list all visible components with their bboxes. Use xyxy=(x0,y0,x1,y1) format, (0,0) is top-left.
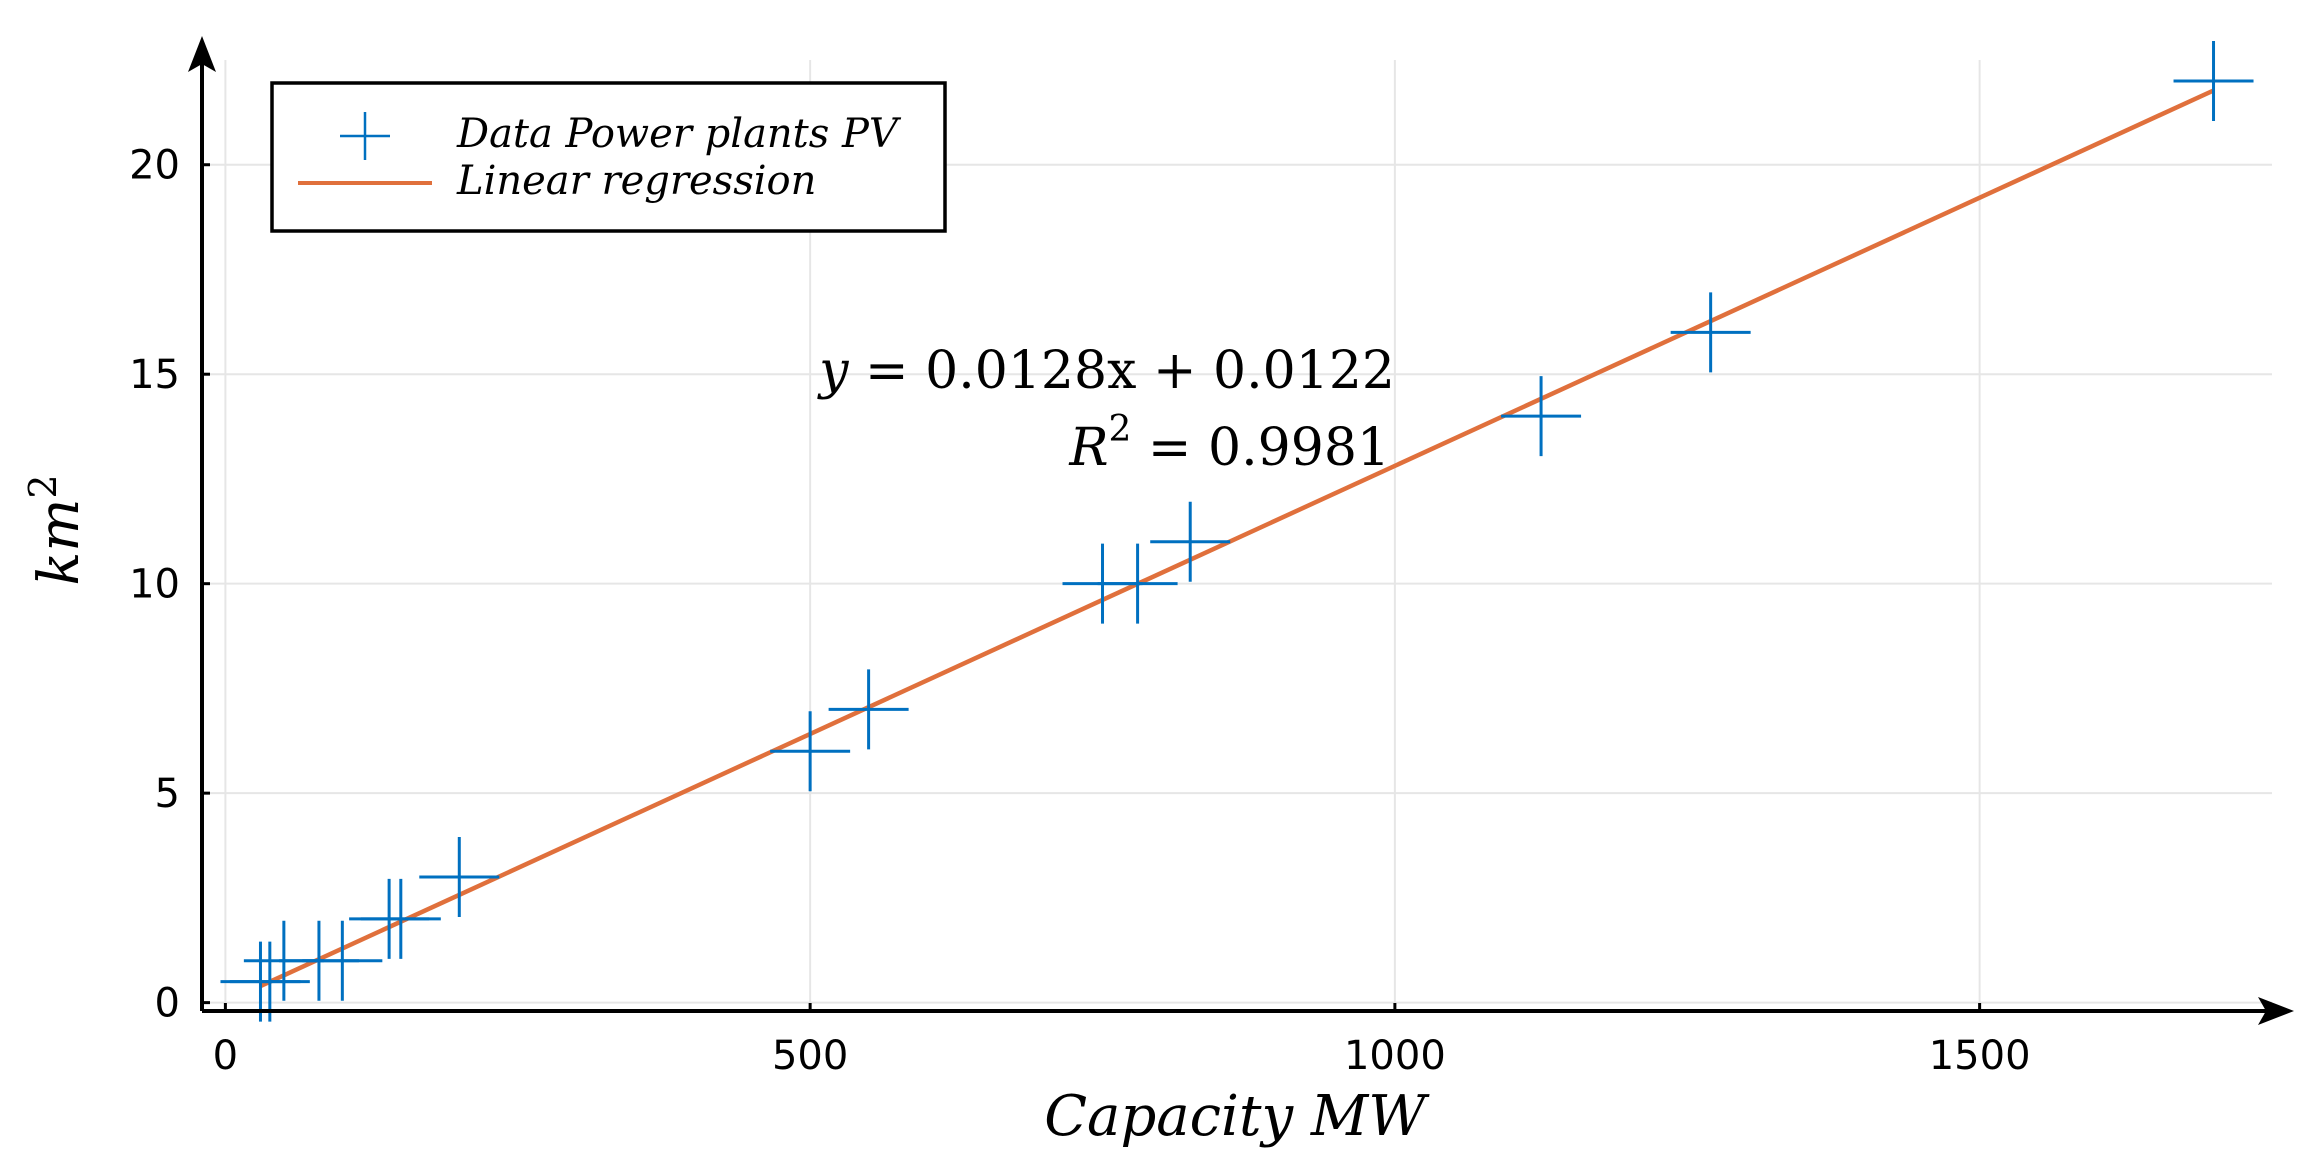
x-tick-label: 500 xyxy=(772,1033,848,1079)
y-tick-label: 15 xyxy=(129,352,180,398)
r-squared-equals: = xyxy=(1131,418,1208,478)
regression-line xyxy=(259,88,2215,989)
y-tick-label: 0 xyxy=(155,981,180,1027)
legend-plus-marker-icon xyxy=(340,112,390,160)
y-tick-label: 10 xyxy=(129,562,180,608)
y-tick-label: 5 xyxy=(155,771,180,817)
legend: Data Power plants PV Linear regression xyxy=(270,81,947,233)
svg-text:km2: km2 xyxy=(21,474,92,585)
data-point xyxy=(302,920,383,1001)
data-point xyxy=(360,878,441,959)
regression-line-group xyxy=(259,88,2215,989)
equation-rhs: 0.0128x + 0.0122 xyxy=(925,341,1395,401)
data-point xyxy=(419,836,500,917)
regression-equation: y = 0.0128x + 0.0122 xyxy=(817,341,1395,401)
scatter-points xyxy=(220,40,2254,1022)
r-squared-base: R xyxy=(1068,418,1108,478)
x-axis-title: Capacity MW xyxy=(1044,1084,1430,1149)
data-point xyxy=(770,711,851,792)
y-axis-title-exponent: 2 xyxy=(21,474,65,498)
data-point xyxy=(828,669,909,750)
data-point xyxy=(1097,543,1178,624)
y-axis-ticks: 0 5 10 15 20 xyxy=(129,143,210,1027)
x-axis-ticks: 0 500 1000 1500 xyxy=(213,1003,2031,1079)
y-axis-title: km2 xyxy=(21,474,92,585)
legend-box xyxy=(270,81,947,233)
data-point xyxy=(1501,376,1582,457)
x-axis-arrow-icon xyxy=(2258,997,2294,1025)
x-tick-label: 1000 xyxy=(1344,1033,1446,1079)
equation-lhs: y xyxy=(817,341,849,401)
equation-equals: = xyxy=(849,341,926,401)
r-squared-exponent: 2 xyxy=(1109,409,1132,450)
data-point xyxy=(1150,501,1231,582)
data-point xyxy=(2173,40,2254,121)
grid-lines xyxy=(202,60,2272,1011)
legend-label-data: Data Power plants PV xyxy=(456,111,902,157)
x-tick-label: 0 xyxy=(213,1033,238,1079)
r-squared: R2 = 0.9981 xyxy=(1068,409,1390,478)
y-axis-arrow-icon xyxy=(188,36,216,72)
data-point xyxy=(1670,292,1751,373)
r-squared-value: 0.9981 xyxy=(1208,418,1390,478)
y-tick-label: 20 xyxy=(129,143,180,189)
data-point xyxy=(229,941,310,1022)
legend-label-regression: Linear regression xyxy=(456,158,816,204)
x-tick-label: 1500 xyxy=(1929,1033,2031,1079)
y-axis-title-base: km xyxy=(27,499,92,586)
